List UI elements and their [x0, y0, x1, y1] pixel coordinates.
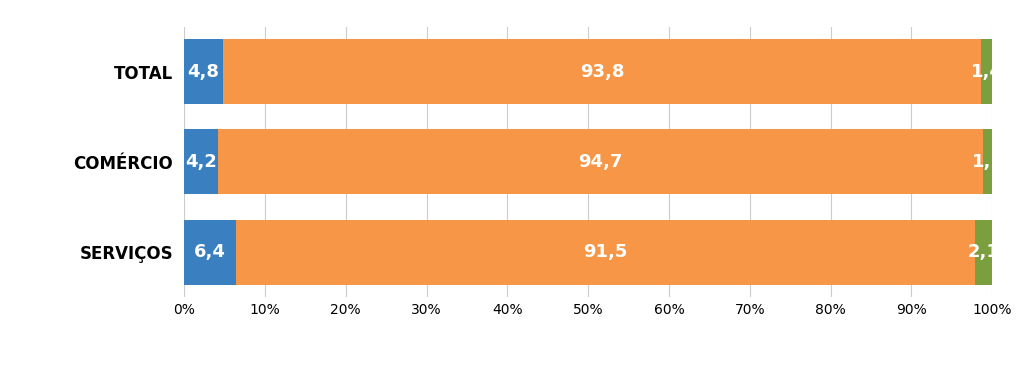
- Text: 1,1: 1,1: [972, 153, 1004, 171]
- Legend: SIM, NÃO, NS/NR: SIM, NÃO, NS/NR: [479, 379, 698, 381]
- Bar: [223, 39, 981, 104]
- Text: 91,5: 91,5: [583, 243, 628, 261]
- Bar: [981, 39, 992, 104]
- Bar: [218, 130, 983, 194]
- Text: 4,8: 4,8: [187, 62, 220, 80]
- Text: 4,2: 4,2: [185, 153, 217, 171]
- Bar: [184, 220, 236, 285]
- Text: 2,1: 2,1: [968, 243, 999, 261]
- Text: 94,7: 94,7: [579, 153, 623, 171]
- Bar: [983, 130, 992, 194]
- Text: 1,4: 1,4: [971, 62, 1003, 80]
- Text: 6,4: 6,4: [194, 243, 226, 261]
- Text: 93,8: 93,8: [580, 62, 624, 80]
- Bar: [236, 220, 975, 285]
- Bar: [184, 130, 218, 194]
- Bar: [184, 39, 223, 104]
- Bar: [975, 220, 992, 285]
